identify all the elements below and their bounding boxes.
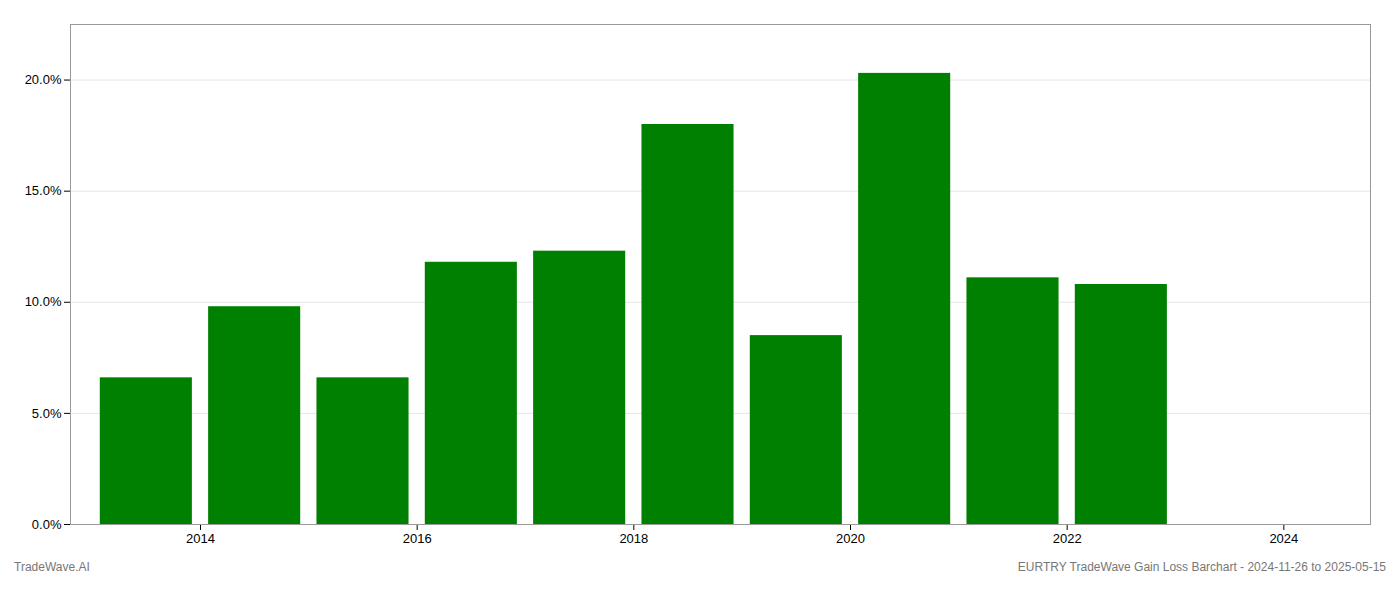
svg-text:0.0%: 0.0% bbox=[32, 517, 62, 532]
svg-text:5.0%: 5.0% bbox=[32, 406, 62, 421]
svg-text:2024: 2024 bbox=[1269, 531, 1298, 546]
svg-text:2018: 2018 bbox=[619, 531, 648, 546]
svg-text:10.0%: 10.0% bbox=[25, 294, 62, 309]
svg-text:2022: 2022 bbox=[1053, 531, 1082, 546]
svg-text:2020: 2020 bbox=[836, 531, 865, 546]
svg-text:15.0%: 15.0% bbox=[25, 183, 62, 198]
html-text:TradeWave.AI: TradeWave.AI bbox=[14, 560, 90, 574]
svg-text:2014: 2014 bbox=[186, 531, 215, 546]
svg-text:20.0%: 20.0% bbox=[25, 72, 62, 87]
html-text:EURTRY TradeWave Gain Loss Bar: EURTRY TradeWave Gain Loss Barchart - 20… bbox=[1017, 560, 1386, 574]
svg-text:2016: 2016 bbox=[403, 531, 432, 546]
